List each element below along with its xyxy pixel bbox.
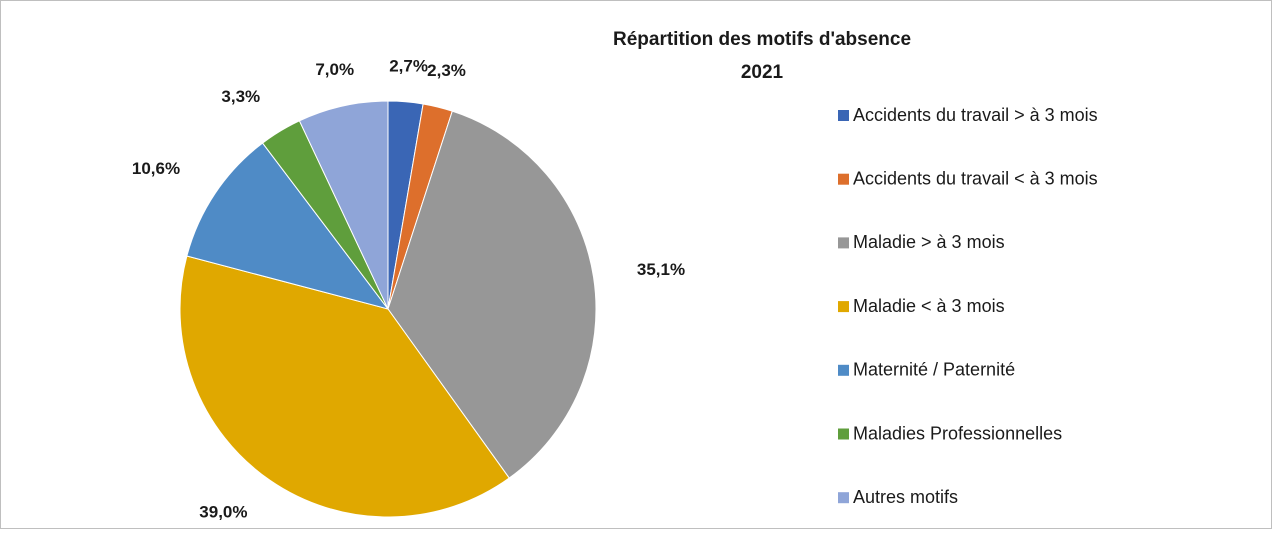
legend-label: Accidents du travail < à 3 mois — [853, 168, 1098, 188]
chart-title: Répartition des motifs d'absence — [613, 29, 911, 50]
legend-swatch — [838, 428, 849, 440]
legend-swatch — [838, 364, 849, 376]
pie-slice — [179, 255, 510, 518]
legend-label: Autres motifs — [853, 487, 958, 507]
pie-slice — [186, 142, 390, 310]
legend-label: Maladies Professionnelles — [853, 423, 1062, 443]
data-label: 3,3% — [221, 87, 260, 106]
chart-subtitle: 2021 — [741, 62, 784, 83]
data-label: 39,0% — [199, 502, 247, 521]
legend-label: Accidents du travail > à 3 mois — [853, 105, 1098, 125]
legend-swatch — [838, 492, 849, 504]
legend-swatch — [838, 173, 849, 185]
legend-label: Maladie < à 3 mois — [853, 296, 1005, 316]
legend-swatch — [838, 301, 849, 313]
pie-slice — [387, 110, 597, 479]
legend-swatch — [838, 110, 849, 121]
data-label: 10,6% — [132, 159, 180, 178]
data-label: 2,7% — [389, 57, 428, 76]
data-label: 35,1% — [637, 260, 685, 279]
pie-slice — [298, 100, 389, 310]
data-label: 7,0% — [315, 60, 354, 79]
legend-label: Maternité / Paternité — [853, 360, 1015, 380]
legend-label: Maladie > à 3 mois — [853, 232, 1005, 252]
data-label: 2,3% — [427, 61, 466, 80]
legend-swatch — [838, 237, 849, 249]
